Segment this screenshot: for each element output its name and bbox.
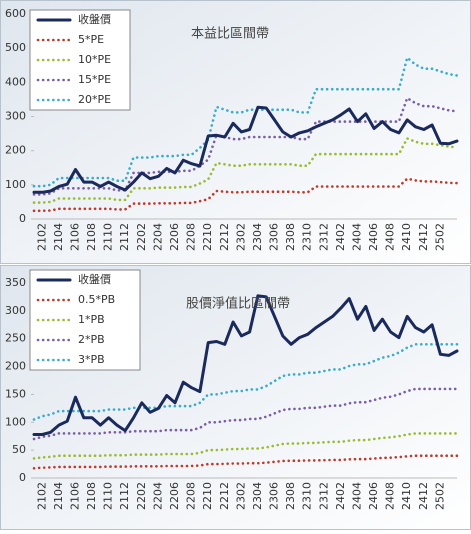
- x-tick-label: 2208: [185, 482, 198, 510]
- x-tick-label: 2402: [334, 223, 347, 251]
- x-tick-label: 2202: [135, 223, 148, 251]
- series-line: [32, 387, 459, 441]
- x-tick-label: 2112: [118, 223, 131, 251]
- series-line: [32, 96, 459, 196]
- x-tick-label: 2206: [168, 223, 181, 251]
- x-tick-label: 2312: [317, 482, 330, 510]
- x-tick-label: 2412: [417, 482, 430, 510]
- y-tick-label: 100: [5, 415, 26, 428]
- y-tick-label: 500: [5, 41, 26, 54]
- x-tick-label: 2502: [433, 482, 446, 510]
- x-tick-label: 2110: [102, 482, 115, 510]
- x-tick-label: 2402: [334, 482, 347, 510]
- x-tick-label: 2206: [168, 482, 181, 510]
- chart-title: 股價淨值比區間帶: [186, 296, 290, 312]
- series-line: [32, 432, 459, 460]
- legend-label: 3*PB: [78, 353, 105, 366]
- legend-label: 收盤價: [78, 12, 111, 26]
- x-tick-label: 2210: [201, 223, 214, 251]
- y-tick-label: 200: [5, 144, 26, 157]
- legend-label: 5*PE: [78, 33, 104, 46]
- x-tick-label: 2102: [35, 223, 48, 251]
- x-tick-label: 2108: [85, 223, 98, 251]
- x-tick-label: 2406: [367, 482, 380, 510]
- x-tick-label: 2104: [52, 482, 65, 510]
- x-tick-label: 2308: [284, 482, 297, 510]
- series-line: [32, 177, 459, 213]
- x-tick-label: 2310: [301, 223, 314, 251]
- x-tick-label: 2210: [201, 482, 214, 510]
- series-line: [32, 105, 459, 194]
- x-tick-label: 2306: [268, 223, 281, 251]
- y-tick-label: 50: [12, 443, 26, 456]
- y-tick-label: 300: [5, 110, 26, 123]
- x-tick-label: 2308: [284, 223, 297, 251]
- x-tick-label: 2404: [350, 223, 363, 251]
- y-tick-label: 0: [19, 471, 26, 484]
- legend-label: 15*PE: [78, 73, 111, 86]
- y-tick-label: 250: [5, 332, 26, 345]
- x-tick-label: 2204: [151, 482, 164, 510]
- y-tick-label: 0: [19, 212, 26, 225]
- legend-label: 20*PE: [78, 93, 111, 106]
- x-tick-label: 2112: [118, 482, 131, 510]
- x-tick-label: 2108: [85, 482, 98, 510]
- x-tick-label: 2208: [185, 223, 198, 251]
- series-line: [32, 454, 459, 470]
- x-tick-label: 2312: [317, 223, 330, 251]
- y-tick-label: 150: [5, 387, 26, 400]
- series-line: [32, 343, 459, 421]
- legend-label: 1*PB: [78, 313, 105, 326]
- x-tick-label: 2410: [400, 482, 413, 510]
- legend-label: 10*PE: [78, 53, 111, 66]
- y-tick-label: 600: [5, 7, 26, 20]
- x-tick-label: 2502: [433, 223, 446, 251]
- x-tick-label: 2302: [234, 482, 247, 510]
- x-tick-label: 2212: [218, 482, 231, 510]
- x-tick-label: 2408: [384, 482, 397, 510]
- x-tick-label: 2202: [135, 482, 148, 510]
- series-line: [32, 137, 459, 204]
- x-tick-label: 2406: [367, 223, 380, 251]
- x-tick-label: 2306: [268, 482, 281, 510]
- y-tick-label: 300: [5, 304, 26, 317]
- x-tick-label: 2410: [400, 223, 413, 251]
- x-tick-label: 2304: [251, 482, 264, 510]
- x-tick-label: 2412: [417, 223, 430, 251]
- y-tick-label: 200: [5, 360, 26, 373]
- x-tick-label: 2310: [301, 482, 314, 510]
- chart-title: 本益比區間帶: [191, 27, 269, 42]
- legend-box: [29, 9, 131, 111]
- y-tick-label: 100: [5, 178, 26, 191]
- x-tick-label: 2104: [52, 223, 65, 251]
- x-tick-label: 2106: [68, 223, 81, 251]
- legend-label: 收盤價: [78, 272, 111, 286]
- x-tick-label: 2404: [350, 482, 363, 510]
- series-line: [32, 294, 459, 436]
- legend-label: 2*PB: [78, 333, 105, 346]
- y-tick-label: 400: [5, 75, 26, 88]
- y-tick-label: 350: [5, 276, 26, 289]
- x-tick-label: 2212: [218, 223, 231, 251]
- x-tick-label: 2110: [102, 223, 115, 251]
- x-tick-label: 2304: [251, 223, 264, 251]
- x-tick-label: 2408: [384, 223, 397, 251]
- x-tick-label: 2302: [234, 223, 247, 251]
- x-tick-label: 2204: [151, 223, 164, 251]
- legend-label: 0.5*PB: [78, 293, 115, 306]
- x-tick-label: 2102: [35, 482, 48, 510]
- x-tick-label: 2106: [68, 482, 81, 510]
